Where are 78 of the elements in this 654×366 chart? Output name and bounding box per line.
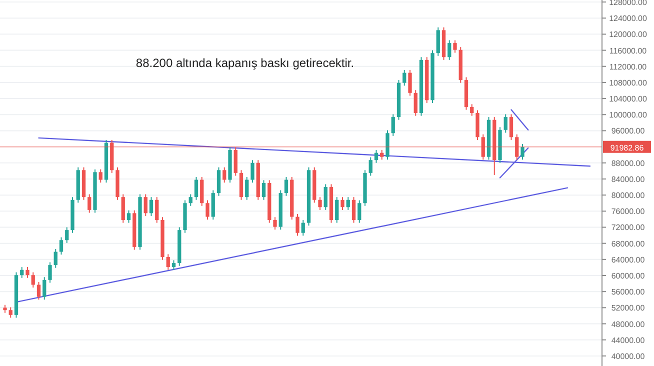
candlestick	[504, 114, 508, 134]
candlestick	[200, 176, 204, 206]
candlestick	[8, 306, 12, 318]
candlestick	[144, 194, 148, 216]
candlestick	[408, 69, 412, 96]
y-tick-label: 64000.00	[611, 255, 646, 264]
candlestick	[222, 166, 226, 184]
candlestick	[380, 150, 384, 160]
candlestick	[54, 248, 58, 268]
y-tick-label: 84000.00	[611, 174, 646, 184]
candlestick	[155, 196, 159, 224]
candlestick	[296, 213, 300, 236]
candlestick	[340, 196, 344, 210]
candlestick	[470, 104, 474, 116]
candlestick	[36, 281, 41, 300]
y-tick-label: 40000.00	[611, 352, 646, 361]
candlestick	[121, 194, 125, 224]
candlestick	[172, 260, 176, 270]
candlestick	[301, 220, 305, 236]
candlestick	[335, 196, 339, 224]
candlestick	[59, 236, 64, 256]
y-tick-label: 76000.00	[611, 207, 646, 216]
y-tick-label: 72000.00	[611, 223, 646, 232]
candlestick	[126, 210, 131, 224]
annotation: 88.200 altında kapanış baskı getirecektir.	[136, 56, 354, 70]
candlestick	[324, 184, 328, 210]
candlestick	[88, 194, 92, 214]
candlestick	[194, 176, 198, 200]
y-tick-label: 120000.00	[609, 30, 648, 40]
candlestick	[520, 143, 524, 160]
y-tick-label: 52000.00	[611, 304, 646, 313]
ref-line-label: 91982.86	[610, 143, 644, 152]
y-tick-label: 104000.00	[609, 94, 648, 104]
candlestick	[436, 26, 440, 56]
candlestick	[374, 150, 378, 164]
y-tick-label: 56000.00	[611, 288, 646, 297]
y-tick-label: 124000.00	[609, 14, 648, 24]
candlestick	[368, 156, 372, 176]
candlestick	[402, 69, 406, 86]
candlestick	[346, 196, 350, 210]
candlestick	[48, 262, 52, 284]
y-tick-label: 60000.00	[611, 272, 646, 281]
candlestick	[166, 254, 170, 270]
candlestick	[284, 176, 288, 196]
y-tick-label: 108000.00	[609, 78, 648, 88]
candlestick	[211, 190, 215, 220]
candlestick	[216, 166, 221, 196]
y-tick-label: 44000.00	[611, 336, 646, 345]
candlestick	[149, 196, 154, 216]
y-tick-label: 68000.00	[611, 239, 646, 248]
candlestick	[509, 114, 514, 140]
candlestick	[273, 216, 277, 230]
candlestick	[352, 196, 356, 224]
candlestick	[65, 226, 69, 244]
candlestick	[453, 40, 457, 54]
candlestick	[98, 168, 102, 184]
y-tick-label: 48000.00	[611, 320, 646, 329]
y-tick-label: 100000.00	[609, 110, 648, 120]
y-tick-label: 80000.00	[611, 191, 646, 200]
candlestick	[206, 200, 210, 220]
candlestick	[391, 114, 395, 136]
candlestick	[26, 266, 30, 278]
candlestick	[262, 180, 266, 200]
candlestick	[358, 200, 362, 224]
candlestick	[42, 276, 46, 300]
candlestick	[318, 196, 322, 210]
y-tick-label: 116000.00	[609, 46, 648, 56]
candlestick	[414, 90, 418, 116]
candlestick	[386, 130, 390, 160]
candlestick	[245, 176, 249, 200]
y-tick-label: 88000.00	[611, 158, 646, 168]
y-tick-label: 96000.00	[611, 126, 646, 136]
candlestick	[448, 40, 452, 60]
candlestick	[20, 266, 24, 278]
candlestick	[188, 194, 192, 206]
candlestick	[250, 160, 254, 184]
y-tick-label: 112000.00	[609, 62, 648, 72]
candlestick	[31, 272, 35, 288]
